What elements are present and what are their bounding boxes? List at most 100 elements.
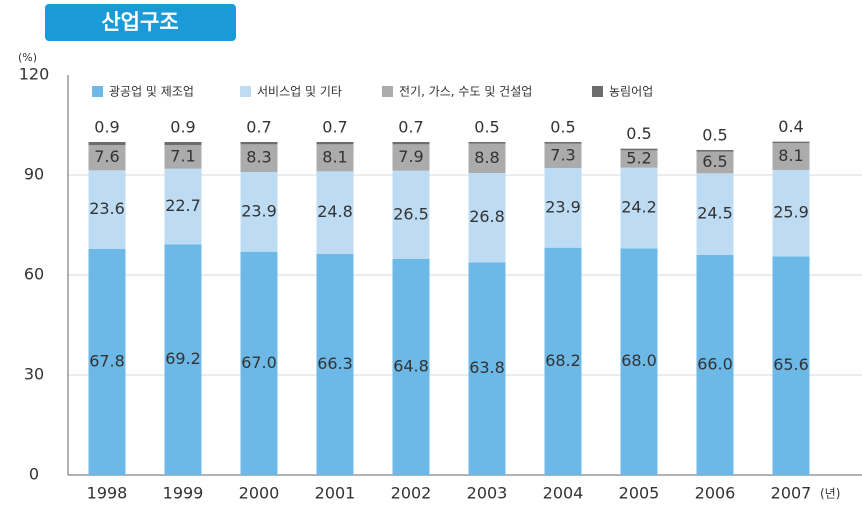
y-tick-label: 60 — [24, 265, 44, 284]
data-label: 8.1 — [778, 146, 803, 165]
data-label: 64.8 — [393, 357, 429, 376]
x-unit: (년) — [820, 487, 840, 501]
x-tick-label: 2003 — [467, 484, 508, 503]
bar-segment — [772, 256, 810, 475]
bar-segment — [544, 143, 582, 168]
x-tick-label: 1998 — [87, 484, 128, 503]
bar-segment — [468, 143, 506, 173]
data-label: 66.0 — [697, 355, 733, 374]
x-tick-label: 1999 — [163, 484, 204, 503]
data-label: 24.2 — [621, 198, 657, 217]
y-unit: (%) — [18, 51, 37, 64]
data-label: 24.8 — [317, 202, 353, 221]
bar-segment — [164, 168, 202, 245]
y-tick-label: 30 — [24, 365, 44, 384]
bar-segment — [392, 144, 430, 171]
data-label: 65.6 — [773, 355, 809, 374]
data-label: 22.7 — [165, 196, 201, 215]
x-tick-label: 2000 — [239, 484, 280, 503]
bar-segment — [696, 255, 734, 475]
y-tick-label: 120 — [19, 65, 50, 84]
data-label: 7.6 — [94, 147, 119, 166]
legend-swatch — [592, 86, 603, 97]
legend-label: 광공업 및 제조업 — [109, 85, 194, 99]
bar-segment — [164, 244, 202, 475]
x-tick-label: 2006 — [695, 484, 736, 503]
data-label: 68.2 — [545, 351, 581, 370]
bar-segment — [240, 172, 278, 252]
data-label: 24.5 — [697, 204, 733, 223]
bar-segment — [620, 167, 658, 249]
data-label: 25.9 — [773, 203, 809, 222]
title-badge — [45, 4, 236, 41]
data-label: 7.3 — [550, 145, 575, 164]
bar-segment — [544, 168, 582, 248]
legend-swatch — [92, 86, 103, 97]
data-label: 0.7 — [322, 118, 347, 137]
x-tick-label: 2007 — [771, 484, 812, 503]
bar-segment — [696, 150, 734, 152]
data-label: 67.8 — [89, 352, 125, 371]
legend-swatch — [382, 86, 393, 97]
bar-segment — [392, 170, 430, 259]
x-tick-label: 2001 — [315, 484, 356, 503]
x-tick-label: 2005 — [619, 484, 660, 503]
bar-segment — [772, 141, 810, 143]
bar-segment — [620, 248, 658, 475]
data-label: 63.8 — [469, 358, 505, 377]
data-label: 0.7 — [246, 118, 271, 137]
bar-segment — [88, 142, 126, 145]
legend-label: 농림어업 — [609, 85, 653, 99]
chart-title: 산업구조 — [101, 10, 178, 34]
data-label: 7.9 — [398, 147, 423, 166]
bar-segment — [544, 142, 582, 144]
bar-segment — [316, 144, 354, 172]
bar-segment — [772, 170, 810, 257]
bar-segment — [316, 254, 354, 475]
bar-segment — [392, 259, 430, 475]
data-label: 8.3 — [246, 148, 271, 167]
data-label: 7.1 — [170, 146, 195, 165]
data-label: 23.6 — [89, 199, 125, 218]
data-label: 8.8 — [474, 148, 499, 167]
bar-segment — [240, 251, 278, 475]
data-label: 0.5 — [474, 118, 499, 137]
data-label: 68.0 — [621, 351, 657, 370]
bar-segment — [164, 145, 202, 169]
data-label: 5.2 — [626, 149, 651, 168]
y-tick-label: 0 — [29, 465, 39, 484]
bar-segment — [468, 142, 506, 144]
bar-segment — [88, 249, 126, 475]
data-label: 69.2 — [165, 349, 201, 368]
data-label: 6.5 — [702, 152, 727, 171]
bar-segment — [696, 151, 734, 174]
data-label: 0.9 — [94, 118, 119, 137]
x-tick-label: 2002 — [391, 484, 432, 503]
data-label: 23.9 — [241, 201, 277, 220]
legend-swatch — [240, 86, 251, 97]
bar-segment — [392, 142, 430, 145]
data-label: 0.5 — [550, 118, 575, 137]
bar-segment — [240, 144, 278, 172]
data-label: 26.8 — [469, 207, 505, 226]
data-label: 0.5 — [702, 126, 727, 145]
data-label: 0.4 — [778, 117, 803, 136]
data-label: 0.9 — [170, 118, 195, 137]
bar-segment — [468, 262, 506, 475]
bar-segment — [772, 143, 810, 170]
data-label: 26.5 — [393, 204, 429, 223]
bar-segment — [620, 148, 658, 151]
legend-label: 전기, 가스, 수도 및 건설업 — [399, 85, 532, 99]
bar-segment — [164, 142, 202, 145]
bar-segment — [468, 173, 506, 263]
bar-segment — [316, 171, 354, 254]
bar-segment — [544, 247, 582, 475]
legend-label: 서비스업 및 기타 — [257, 85, 342, 99]
bar-segment — [316, 142, 354, 145]
x-tick-label: 2004 — [543, 484, 584, 503]
data-label: 0.7 — [398, 118, 423, 137]
bar-segment — [620, 150, 658, 168]
data-label: 66.3 — [317, 354, 353, 373]
